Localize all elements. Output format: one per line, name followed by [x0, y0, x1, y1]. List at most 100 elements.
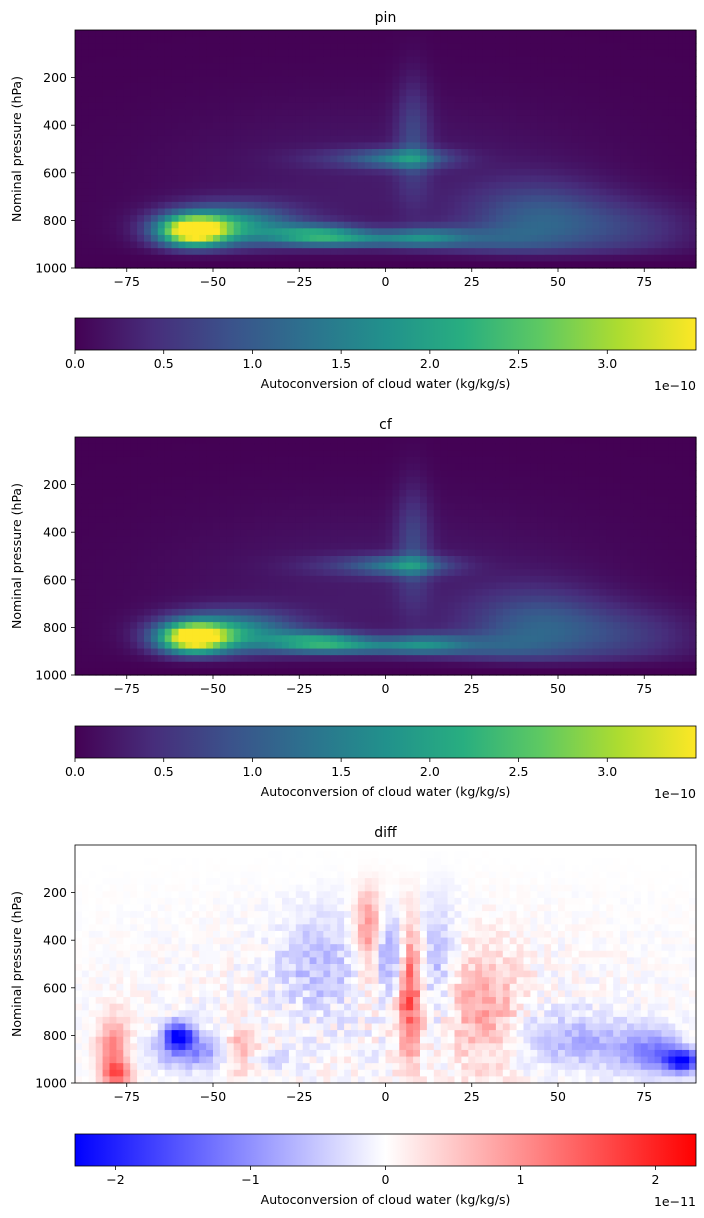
heatmap-cell: [130, 542, 138, 550]
heatmap-cell: [516, 241, 525, 249]
heatmap-cell: [357, 509, 366, 517]
heatmap-cell: [385, 182, 393, 190]
heatmap-cell: [178, 556, 186, 564]
heatmap-cell: [130, 248, 138, 256]
heatmap-cell: [95, 155, 104, 163]
heatmap-cell: [88, 188, 97, 196]
heatmap-cell: [144, 234, 152, 243]
heatmap-cell: [613, 82, 621, 91]
heatmap-cell: [502, 175, 511, 183]
heatmap-cell: [157, 628, 166, 636]
heatmap-cell: [247, 36, 255, 44]
heatmap-cell: [247, 615, 255, 623]
heatmap-cell: [199, 668, 207, 676]
heatmap-cell: [523, 208, 531, 216]
heatmap-cell: [102, 102, 111, 110]
heatmap-cell: [558, 102, 566, 110]
heatmap-cell: [378, 241, 387, 249]
heatmap-cell: [282, 615, 290, 623]
heatmap-cell: [109, 168, 117, 177]
heatmap-cell: [337, 261, 345, 269]
heatmap-cell: [482, 215, 490, 223]
heatmap-cell: [109, 608, 117, 617]
heatmap-cell: [461, 168, 469, 177]
heatmap-cell: [399, 522, 407, 531]
heatmap-cell: [440, 109, 449, 117]
heatmap-cell: [316, 109, 324, 117]
heatmap-cell: [344, 509, 352, 517]
heatmap-cell: [240, 30, 249, 38]
heatmap-cell: [661, 175, 669, 183]
heatmap-cell: [137, 437, 145, 445]
heatmap-cell: [247, 582, 255, 590]
heatmap-cell: [337, 628, 345, 636]
heatmap-cell: [309, 655, 318, 663]
heatmap-cell: [337, 135, 345, 143]
heatmap-cell: [323, 30, 331, 38]
heatmap-cell: [578, 182, 587, 190]
heatmap-cell: [150, 155, 159, 163]
heatmap-cell: [157, 69, 166, 77]
heatmap-cell: [240, 129, 249, 137]
heatmap-cell: [164, 168, 173, 177]
heatmap-cell: [268, 483, 276, 491]
heatmap-cell: [357, 89, 366, 97]
heatmap-cell: [385, 582, 393, 590]
heatmap-cell: [240, 661, 249, 669]
heatmap-cell: [109, 575, 117, 584]
heatmap-cell: [88, 456, 97, 465]
heatmap-cell: [689, 96, 697, 104]
heatmap-cell: [247, 102, 255, 110]
heatmap-cell: [578, 155, 587, 163]
heatmap-cell: [157, 109, 166, 117]
heatmap-cell: [633, 36, 642, 44]
heatmap-cell: [206, 36, 214, 44]
heatmap-cell: [344, 456, 352, 465]
heatmap-cell: [185, 661, 193, 669]
heatmap-cell: [654, 188, 663, 196]
heatmap-cell: [433, 135, 442, 143]
heatmap-cell: [337, 228, 345, 236]
heatmap-cell: [420, 182, 428, 190]
heatmap-cell: [351, 437, 359, 445]
heatmap-cell: [233, 36, 242, 44]
heatmap-cell: [309, 261, 318, 269]
heatmap-cell: [178, 569, 186, 577]
heatmap-cell: [337, 102, 345, 110]
heatmap-cell: [199, 450, 207, 458]
heatmap-cell: [268, 149, 276, 157]
heatmap-cell: [599, 221, 607, 229]
heatmap-cell: [378, 522, 387, 531]
heatmap-cell: [344, 595, 352, 603]
heatmap-cell: [150, 489, 159, 498]
x-tick-label: 75: [636, 274, 652, 289]
heatmap-cell: [447, 162, 456, 170]
heatmap-cell: [102, 63, 111, 71]
heatmap-cell: [288, 483, 297, 491]
heatmap-cell: [558, 221, 566, 229]
heatmap-cell: [385, 549, 393, 557]
heatmap-cell: [344, 437, 352, 445]
heatmap-cell: [578, 195, 587, 203]
heatmap-cell: [592, 109, 600, 117]
heatmap-cell: [330, 129, 338, 137]
heatmap-cell: [613, 56, 621, 64]
heatmap-cell: [102, 536, 111, 544]
heatmap-cell: [316, 628, 324, 636]
heatmap-cell: [226, 503, 235, 511]
heatmap-cell: [495, 63, 504, 71]
heatmap-cell: [344, 36, 352, 44]
heatmap-cell: [544, 162, 552, 170]
heatmap-cell: [385, 228, 393, 236]
heatmap-cell: [144, 516, 152, 524]
heatmap-cell: [130, 135, 138, 143]
heatmap-cell: [482, 149, 490, 157]
heatmap-cell: [102, 201, 111, 210]
heatmap-cell: [199, 149, 207, 157]
heatmap-cell: [240, 641, 249, 650]
heatmap-cell: [178, 622, 186, 630]
heatmap-cell: [385, 135, 393, 143]
heatmap-cell: [226, 648, 235, 656]
heatmap-cell: [123, 261, 131, 269]
heatmap-cell: [240, 208, 249, 216]
